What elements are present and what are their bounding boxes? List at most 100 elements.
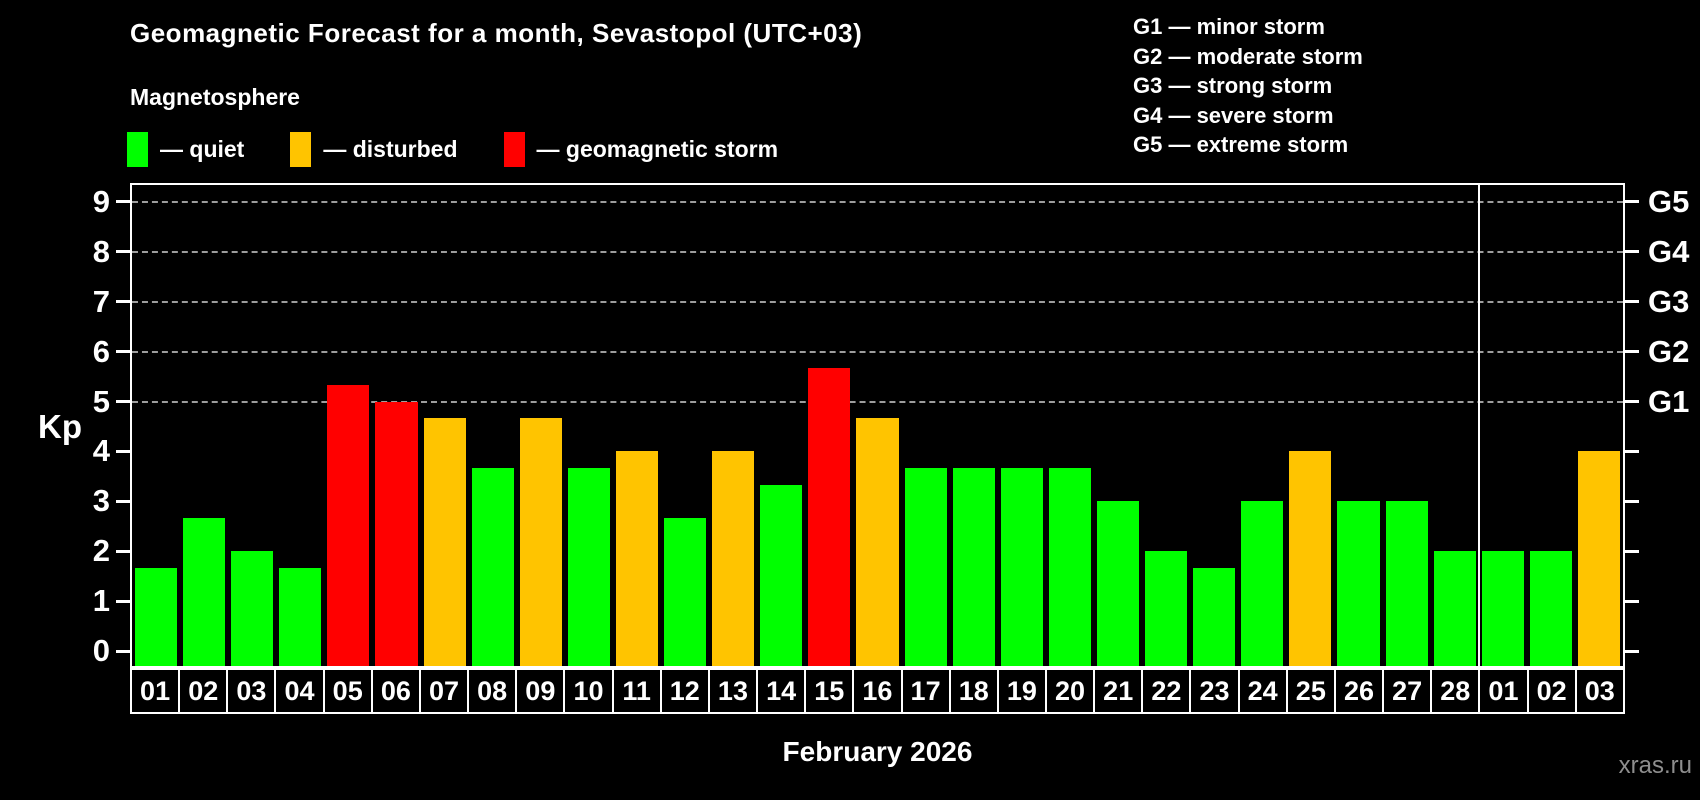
legend-item-disturbed: — disturbed bbox=[290, 131, 458, 167]
day-label-10: 10 bbox=[563, 670, 611, 712]
gridline-kp-8 bbox=[132, 250, 1623, 253]
plot-inner bbox=[132, 185, 1623, 666]
day-label-25: 25 bbox=[1285, 670, 1334, 712]
bar-day-10 bbox=[567, 467, 610, 666]
plot-area bbox=[130, 183, 1625, 668]
x-axis-title: February 2026 bbox=[782, 736, 973, 767]
bar-day-23 bbox=[1193, 567, 1236, 666]
y-axis-tick-right-4 bbox=[1625, 449, 1639, 453]
bar-day-16 bbox=[856, 417, 899, 666]
bar-day-27 bbox=[1385, 501, 1428, 666]
y-axis-tick-left-9 bbox=[116, 200, 130, 204]
y-axis-tick-right-8 bbox=[1625, 250, 1639, 254]
day-label-22: 22 bbox=[1141, 670, 1189, 712]
y-axis-tick-right-2 bbox=[1625, 549, 1639, 553]
g-scale-legend-g5: G5 — extreme storm bbox=[1133, 132, 1349, 157]
legend-label-disturbed: — disturbed bbox=[323, 135, 458, 162]
y-axis-label-2: 2 bbox=[92, 533, 110, 569]
bar-day-09 bbox=[519, 417, 562, 666]
bar-day-18 bbox=[952, 467, 995, 666]
bar-day-01 bbox=[135, 567, 178, 666]
bar-day-08 bbox=[471, 467, 514, 666]
day-label-26: 26 bbox=[1333, 670, 1382, 712]
day-label-02: 02 bbox=[178, 670, 226, 712]
g-scale-legend-g2: G2 — moderate storm bbox=[1133, 43, 1363, 69]
x-axis-day-labels: 01 02 03 04 05 06 07 08 09 10 11 12 13 14 15 16 17 18 19 20… bbox=[130, 668, 1625, 714]
y-axis-tick-left-5 bbox=[116, 400, 130, 403]
day-label-11: 11 bbox=[611, 670, 660, 712]
disturbed-color-swatch bbox=[290, 131, 312, 167]
y-axis-label-4: 4 bbox=[92, 433, 110, 469]
watermark: xras.ru bbox=[1618, 752, 1692, 779]
day-label-03-next-month: 03 bbox=[1574, 670, 1623, 712]
g-scale-legend-g1: G1 — minor storm bbox=[1133, 14, 1325, 39]
g-scale-axis-label-g3: G3 bbox=[1648, 283, 1690, 319]
day-label-14: 14 bbox=[756, 670, 804, 712]
day-label-17: 17 bbox=[900, 670, 949, 712]
storm-color-swatch bbox=[503, 131, 525, 167]
day-label-23: 23 bbox=[1189, 670, 1237, 712]
y-axis-tick-left-7 bbox=[116, 300, 130, 304]
day-label-21: 21 bbox=[1093, 670, 1141, 712]
day-label-13: 13 bbox=[707, 670, 756, 712]
day-label-15: 15 bbox=[804, 670, 852, 712]
day-label-16: 16 bbox=[852, 670, 900, 712]
bar-day-06 bbox=[375, 401, 418, 666]
bar-day-12 bbox=[664, 517, 707, 666]
bar-day-28 bbox=[1433, 551, 1476, 666]
y-axis-tick-left-0 bbox=[116, 649, 130, 653]
g-scale-legend: G1 — minor storm G2 — moderate storm G3 … bbox=[1133, 12, 1363, 160]
g-scale-legend-g4: G4 — severe storm bbox=[1133, 102, 1334, 128]
day-label-20: 20 bbox=[1044, 670, 1093, 712]
y-axis-tick-right-0 bbox=[1625, 649, 1639, 653]
y-axis-tick-left-3 bbox=[116, 499, 130, 503]
day-label-01-next-month: 01 bbox=[1478, 670, 1526, 712]
bar-day-13 bbox=[712, 451, 755, 666]
bar-day-03-next-month bbox=[1577, 451, 1620, 666]
y-axis-tick-left-6 bbox=[116, 350, 130, 354]
y-axis-tick-right-7 bbox=[1625, 300, 1639, 304]
gridline-kp-9 bbox=[132, 200, 1623, 203]
y-axis-tick-right-1 bbox=[1625, 599, 1639, 603]
day-label-09: 09 bbox=[515, 670, 563, 712]
y-axis-label-8: 8 bbox=[92, 233, 110, 269]
y-axis-tick-right-3 bbox=[1625, 499, 1639, 503]
day-label-03: 03 bbox=[226, 670, 274, 712]
g-scale-axis-label-g1: G1 bbox=[1648, 383, 1690, 419]
day-label-04: 04 bbox=[274, 670, 322, 712]
g-scale-axis-label-g5: G5 bbox=[1648, 183, 1690, 219]
bar-day-25 bbox=[1289, 451, 1332, 666]
day-label-12: 12 bbox=[659, 670, 708, 712]
magnetosphere-subtitle: Magnetosphere bbox=[130, 84, 300, 110]
bar-day-01-next-month bbox=[1481, 551, 1524, 666]
bar-day-24 bbox=[1241, 501, 1284, 666]
g-scale-axis-label-g4: G4 bbox=[1648, 233, 1690, 269]
bar-day-04 bbox=[279, 567, 322, 666]
y-axis-label-3: 3 bbox=[92, 483, 110, 519]
g-scale-axis-label-g2: G2 bbox=[1648, 333, 1690, 369]
y-axis-label-9: 9 bbox=[92, 183, 110, 219]
bar-day-17 bbox=[904, 467, 947, 666]
day-label-01: 01 bbox=[140, 675, 171, 706]
bar-day-11 bbox=[615, 451, 659, 666]
bar-day-19 bbox=[1000, 467, 1043, 666]
bar-day-26 bbox=[1337, 501, 1380, 666]
day-label-07: 07 bbox=[418, 670, 467, 712]
bar-day-02-next-month bbox=[1529, 551, 1572, 666]
page-title: Geomagnetic Forecast for a month, Sevast… bbox=[130, 18, 863, 48]
bar-day-14 bbox=[760, 484, 803, 666]
y-axis-tick-right-6 bbox=[1625, 350, 1639, 354]
bar-day-03 bbox=[231, 551, 274, 666]
legend-item-storm: — geomagnetic storm bbox=[503, 131, 778, 167]
y-axis-label-5: 5 bbox=[92, 383, 110, 419]
y-axis-label-1: 1 bbox=[92, 583, 110, 619]
bar-day-07 bbox=[423, 417, 466, 666]
bar-day-05 bbox=[327, 385, 370, 666]
gridline-kp-6 bbox=[132, 350, 1623, 353]
day-label-02-next-month: 02 bbox=[1526, 670, 1575, 712]
g-scale-legend-g3: G3 — strong storm bbox=[1133, 73, 1333, 98]
y-axis-tick-left-1 bbox=[116, 599, 130, 603]
bar-day-02 bbox=[183, 517, 226, 666]
day-label-27: 27 bbox=[1382, 670, 1430, 712]
bar-day-21 bbox=[1096, 501, 1140, 666]
